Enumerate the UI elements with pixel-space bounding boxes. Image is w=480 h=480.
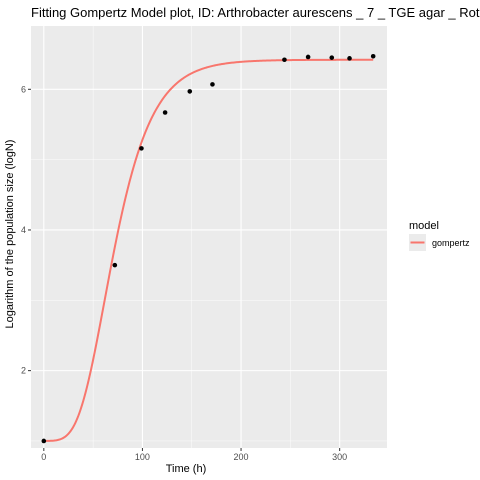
minor-grid (31, 26, 387, 448)
x-axis-label: Time (h) (166, 463, 207, 475)
x-tick-label: 0 (41, 452, 46, 462)
data-point (305, 54, 311, 60)
data-point (187, 89, 193, 94)
data-point (41, 438, 47, 444)
legend: model gompertz (409, 220, 470, 251)
data-points (41, 53, 376, 444)
y-axis: 2 4 6 (21, 84, 31, 376)
x-tick-label: 200 (234, 452, 249, 462)
y-tick-label: 4 (21, 225, 26, 235)
y-tick-label: 2 (21, 366, 26, 376)
y-axis-label: Logarithm of the population size (logN) (4, 140, 16, 329)
data-point (112, 262, 118, 268)
data-point (162, 110, 168, 115)
y-tick-label: 6 (21, 84, 26, 94)
legend-entry-gompertz: gompertz (432, 238, 470, 248)
plot-panel (31, 26, 387, 448)
chart-title: Fitting Gompertz Model plot, ID: Arthrob… (31, 5, 480, 20)
data-point (370, 53, 376, 59)
x-axis: 0 100 200 300 (41, 448, 347, 462)
x-tick-label: 100 (135, 452, 150, 462)
x-tick-label: 300 (332, 452, 347, 462)
gompertz-fit-line (43, 58, 374, 442)
data-point (329, 55, 335, 60)
data-point (347, 56, 352, 61)
legend-title: model (409, 220, 439, 232)
data-point (139, 146, 144, 151)
data-point (282, 57, 287, 63)
data-point (210, 82, 215, 87)
